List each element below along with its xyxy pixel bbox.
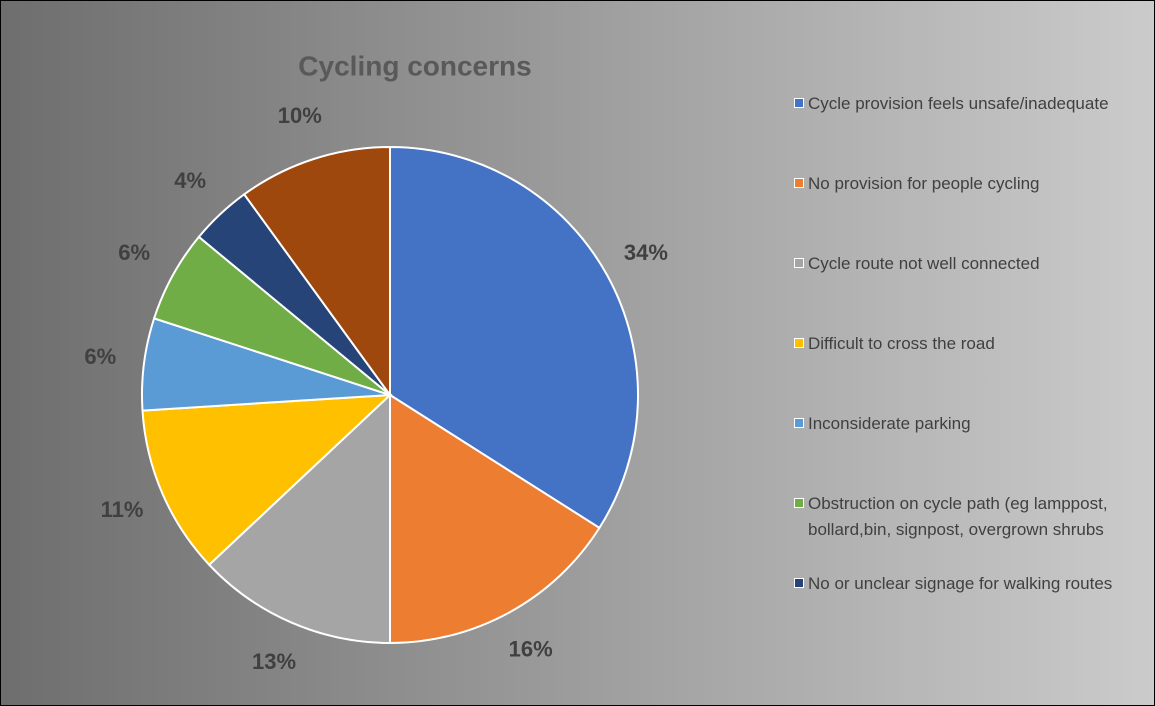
legend-swatch	[794, 338, 804, 348]
pie-slice	[141, 393, 393, 567]
legend-entry: Inconsiderate parking	[794, 411, 1128, 437]
pie-slice	[389, 393, 601, 645]
data-label: 10%	[278, 103, 322, 128]
pie-slice	[242, 145, 391, 399]
data-label: 34%	[624, 240, 668, 265]
legend-entry: Obstruction on cycle path (eg lamppost, …	[794, 491, 1128, 543]
legend-entry: Difficult to cross the road	[794, 331, 1128, 357]
legend-entry: No or unclear signage for walking routes	[794, 571, 1128, 597]
data-label: 6%	[118, 240, 150, 265]
legend-entry: Cycle route not well connected	[794, 251, 1128, 277]
legend-entry: No provision for people cycling	[794, 171, 1128, 197]
legend-label: Obstruction on cycle path (eg lamppost, …	[808, 494, 1108, 539]
legend-swatch	[794, 498, 804, 508]
legend-entry: Cycle provision feels unsafe/inadequate	[794, 91, 1128, 117]
legend-label: No provision for people cycling	[808, 174, 1040, 193]
legend-swatch	[794, 578, 804, 588]
data-label: 6%	[84, 344, 116, 369]
data-label: 11%	[101, 497, 144, 522]
legend-label: Difficult to cross the road	[808, 334, 995, 353]
legend-label: Inconsiderate parking	[808, 414, 971, 433]
legend-swatch	[794, 98, 804, 108]
data-label: 16%	[509, 637, 553, 662]
chart-title: Cycling concerns	[298, 50, 531, 81]
legend-label: Cycle provision feels unsafe/inadequate	[808, 94, 1109, 113]
legend-label: No or unclear signage for walking routes	[808, 574, 1113, 593]
legend-swatch	[794, 178, 804, 188]
pie-slice	[207, 392, 391, 645]
pie-slice	[389, 145, 639, 530]
legend-swatch	[794, 418, 804, 428]
data-label: 13%	[252, 649, 296, 674]
legend-swatch	[794, 258, 804, 268]
data-label: 4%	[174, 168, 206, 193]
legend-label: Cycle route not well connected	[808, 254, 1040, 273]
